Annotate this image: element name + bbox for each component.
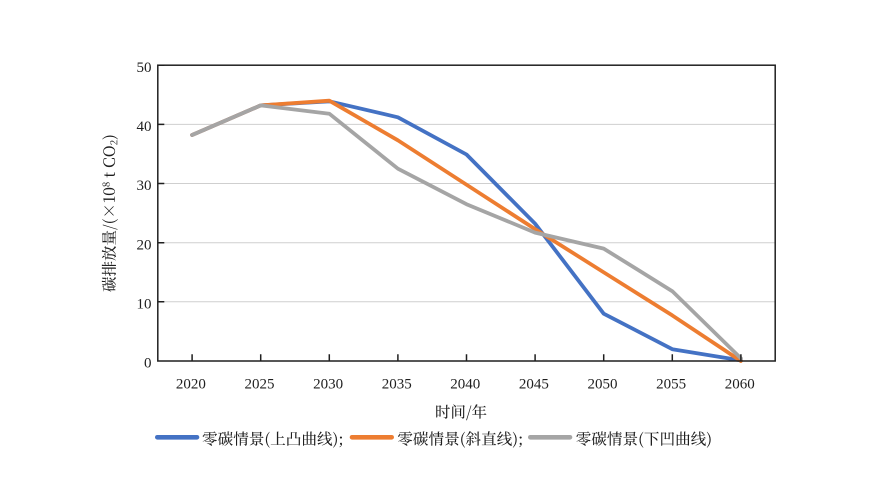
svg-text:30: 30	[137, 178, 152, 194]
svg-text:2045: 2045	[519, 377, 549, 393]
svg-text:2025: 2025	[245, 377, 275, 393]
svg-text:2060: 2060	[725, 377, 755, 393]
svg-text:2035: 2035	[382, 377, 412, 393]
svg-text:20: 20	[137, 237, 152, 253]
svg-text:2055: 2055	[656, 377, 686, 393]
svg-text:2030: 2030	[313, 377, 343, 393]
svg-text:50: 50	[137, 60, 152, 76]
svg-text:2050: 2050	[588, 377, 618, 393]
svg-text:0: 0	[144, 356, 152, 372]
svg-text:10: 10	[137, 297, 152, 313]
svg-text:2040: 2040	[450, 377, 480, 393]
svg-text:40: 40	[137, 119, 152, 135]
svg-text:2020: 2020	[176, 377, 206, 393]
